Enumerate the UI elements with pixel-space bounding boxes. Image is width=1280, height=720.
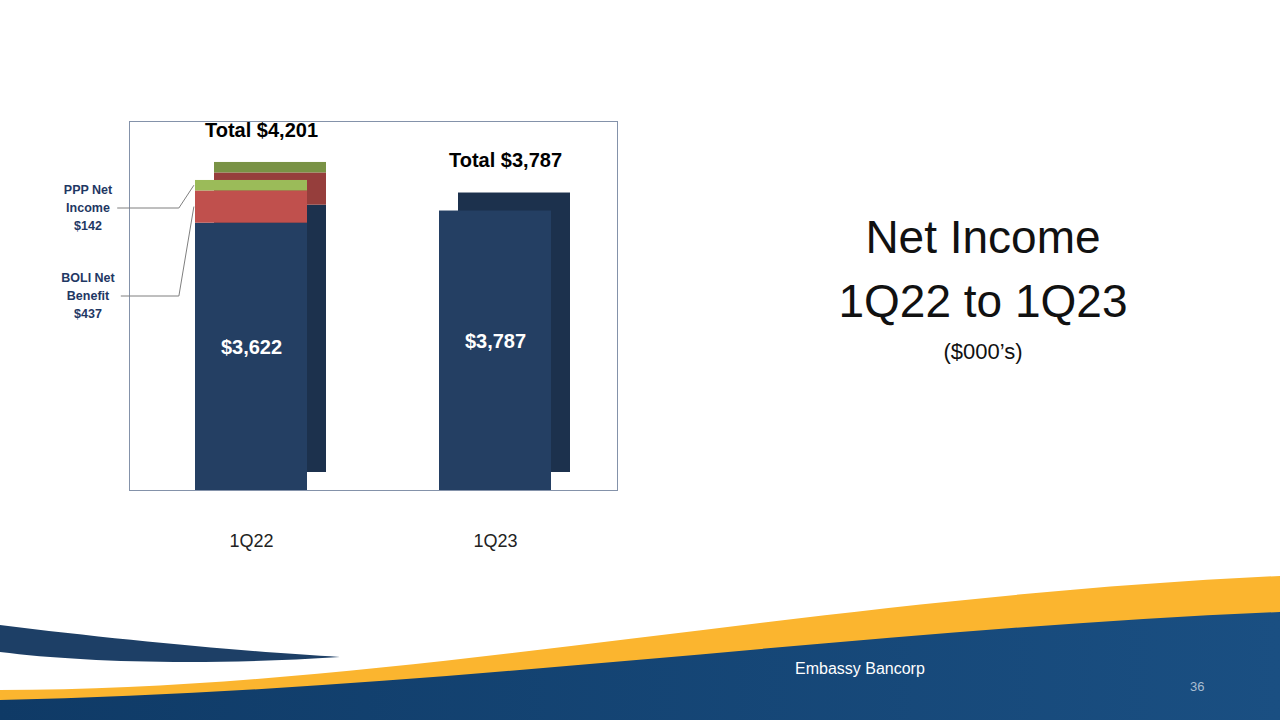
html-text:($000’s): ($000’s) (943, 339, 1023, 364)
svg-text:Total $4,201: Total $4,201 (205, 119, 318, 141)
svg-text:Total $3,787: Total $3,787 (449, 149, 562, 171)
html-text:Embassy Bancorp: Embassy Bancorp (795, 660, 925, 677)
svg-text:1Q22: 1Q22 (229, 531, 273, 551)
svg-text:$3,787: $3,787 (465, 330, 526, 352)
svg-text:PPP NetIncome$142: PPP NetIncome$142 (64, 183, 113, 233)
svg-text:BOLI NetBenefit$437: BOLI NetBenefit$437 (61, 271, 115, 321)
svg-text:1Q23: 1Q23 (473, 531, 517, 551)
html-text:Net Income: Net Income (865, 211, 1101, 263)
html-text:36: 36 (1190, 679, 1205, 694)
svg-text:$3,622: $3,622 (221, 336, 282, 358)
html-text:1Q22 to 1Q23: 1Q22 to 1Q23 (838, 275, 1128, 327)
